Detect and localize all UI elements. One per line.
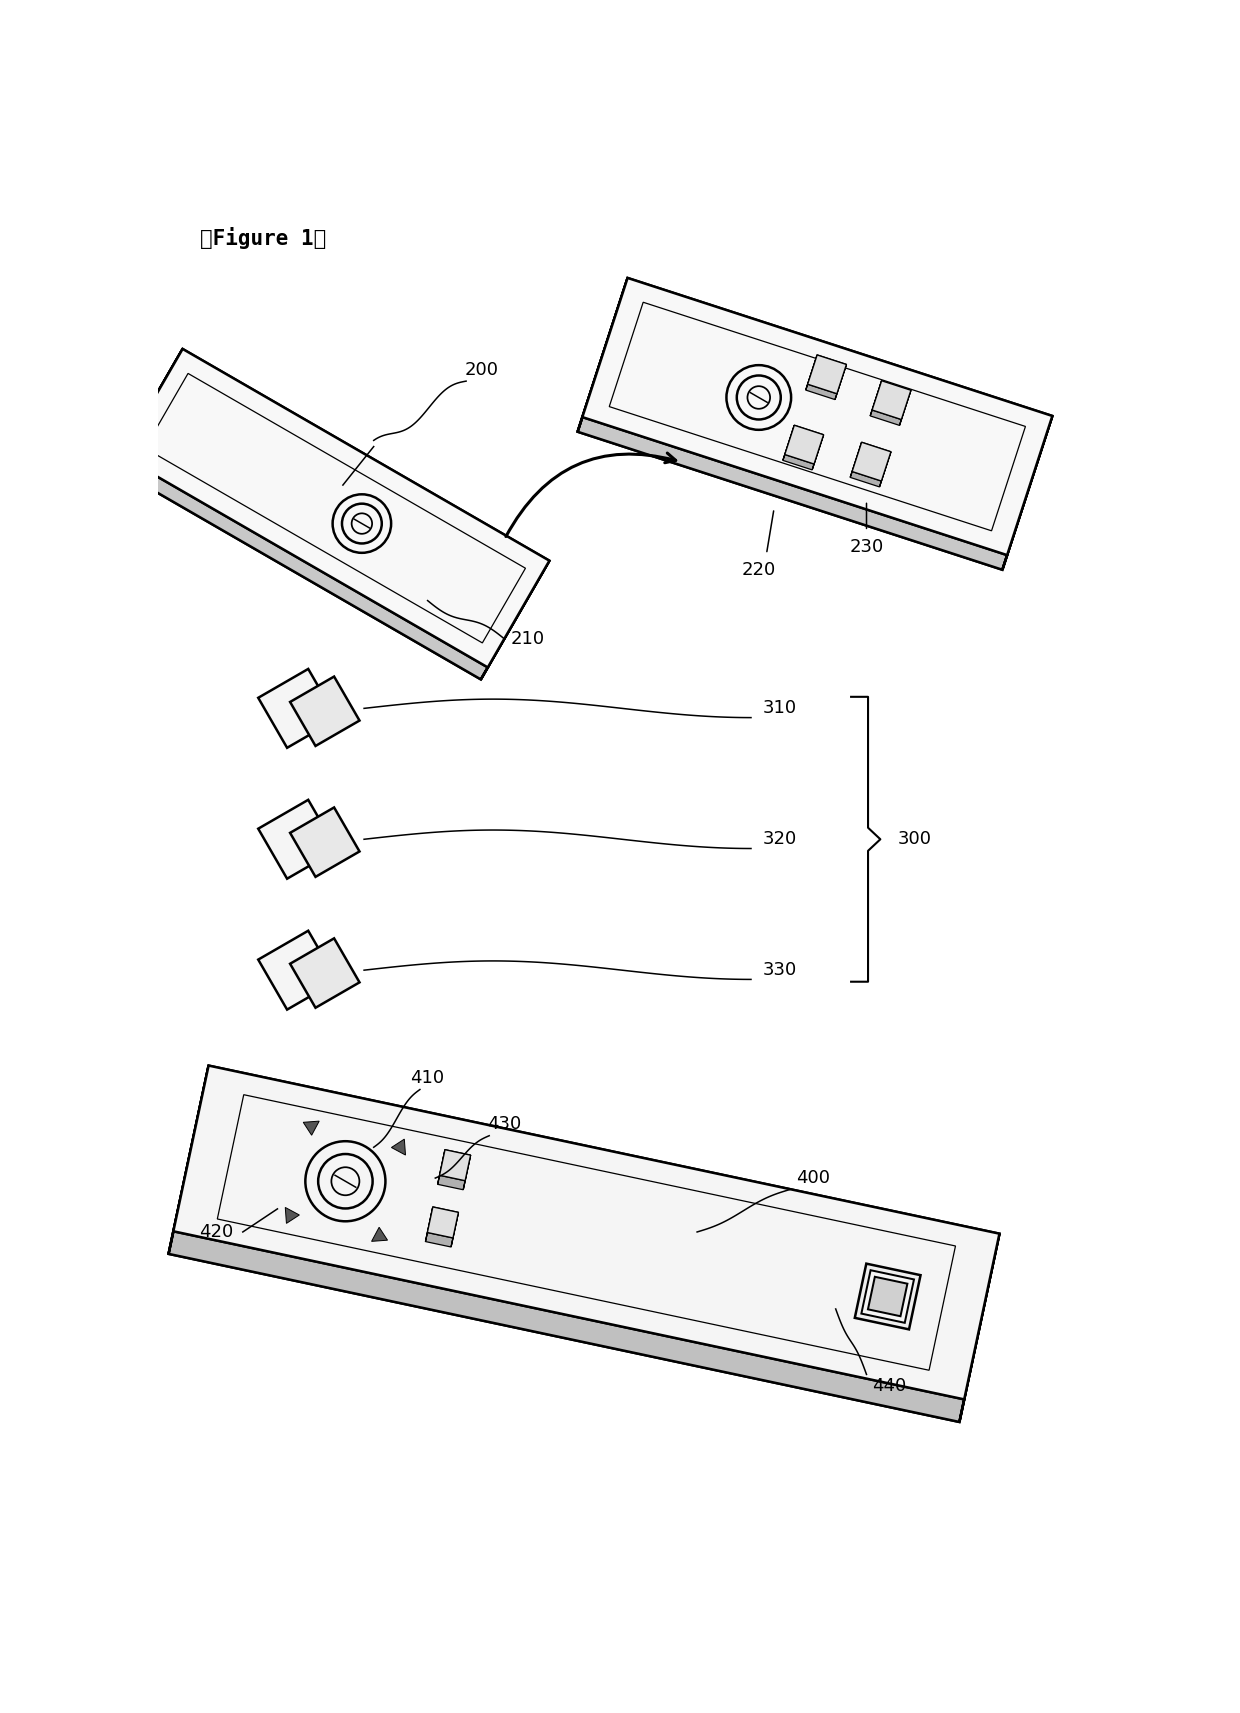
- Polygon shape: [578, 293, 1048, 570]
- Polygon shape: [835, 365, 847, 399]
- Text: 300: 300: [898, 831, 931, 848]
- Polygon shape: [578, 416, 1007, 570]
- Text: 230: 230: [849, 538, 884, 555]
- Polygon shape: [859, 442, 890, 457]
- Text: 440: 440: [873, 1377, 906, 1394]
- Polygon shape: [290, 939, 360, 1007]
- Text: 330: 330: [763, 961, 797, 980]
- Polygon shape: [854, 1264, 920, 1329]
- Polygon shape: [258, 930, 337, 1009]
- Polygon shape: [870, 380, 882, 416]
- Text: 410: 410: [410, 1069, 445, 1088]
- Polygon shape: [439, 1149, 471, 1180]
- Polygon shape: [122, 349, 549, 668]
- Polygon shape: [203, 1065, 999, 1256]
- Polygon shape: [785, 425, 823, 464]
- Polygon shape: [428, 1208, 459, 1238]
- Text: 420: 420: [198, 1223, 233, 1240]
- Polygon shape: [290, 677, 360, 745]
- Polygon shape: [870, 409, 901, 425]
- Polygon shape: [430, 1208, 459, 1221]
- Polygon shape: [464, 1155, 471, 1191]
- Polygon shape: [451, 1213, 459, 1247]
- Polygon shape: [868, 1276, 908, 1316]
- Polygon shape: [425, 1233, 453, 1247]
- Polygon shape: [304, 1120, 319, 1136]
- Polygon shape: [899, 391, 911, 425]
- Polygon shape: [258, 800, 337, 879]
- Polygon shape: [169, 1232, 965, 1422]
- Polygon shape: [114, 456, 487, 680]
- Polygon shape: [176, 349, 549, 572]
- Polygon shape: [812, 435, 823, 469]
- Polygon shape: [862, 1271, 914, 1322]
- Text: 310: 310: [763, 699, 796, 718]
- Text: 430: 430: [487, 1115, 522, 1134]
- Text: 200: 200: [465, 360, 498, 379]
- Polygon shape: [392, 1139, 405, 1155]
- Polygon shape: [481, 560, 549, 680]
- Polygon shape: [851, 442, 862, 478]
- Polygon shape: [583, 278, 1053, 555]
- Polygon shape: [174, 1065, 999, 1400]
- Polygon shape: [290, 807, 360, 877]
- Polygon shape: [285, 1208, 299, 1223]
- Polygon shape: [851, 471, 882, 486]
- Polygon shape: [622, 278, 1053, 430]
- Polygon shape: [372, 1227, 388, 1242]
- Polygon shape: [438, 1149, 445, 1184]
- Text: 320: 320: [763, 831, 797, 848]
- Polygon shape: [815, 355, 847, 370]
- Polygon shape: [879, 380, 911, 396]
- Polygon shape: [425, 1208, 433, 1242]
- Polygon shape: [114, 361, 542, 680]
- Polygon shape: [169, 1065, 208, 1254]
- Polygon shape: [806, 384, 837, 399]
- Polygon shape: [114, 349, 182, 468]
- Polygon shape: [806, 355, 817, 391]
- Text: 220: 220: [742, 560, 776, 579]
- Polygon shape: [258, 668, 337, 749]
- Polygon shape: [960, 1233, 999, 1422]
- Polygon shape: [782, 454, 815, 469]
- Polygon shape: [1002, 416, 1053, 570]
- Polygon shape: [443, 1149, 471, 1165]
- Polygon shape: [872, 380, 911, 420]
- Text: 400: 400: [796, 1168, 830, 1187]
- Polygon shape: [169, 1088, 994, 1422]
- Polygon shape: [852, 442, 890, 481]
- Text: 210: 210: [511, 630, 544, 648]
- Polygon shape: [807, 355, 847, 394]
- Text: 》Figure 1「: 》Figure 1「: [201, 228, 326, 248]
- Polygon shape: [782, 425, 795, 461]
- Polygon shape: [578, 278, 627, 432]
- Polygon shape: [438, 1175, 465, 1191]
- Polygon shape: [792, 425, 823, 440]
- Polygon shape: [879, 452, 890, 486]
